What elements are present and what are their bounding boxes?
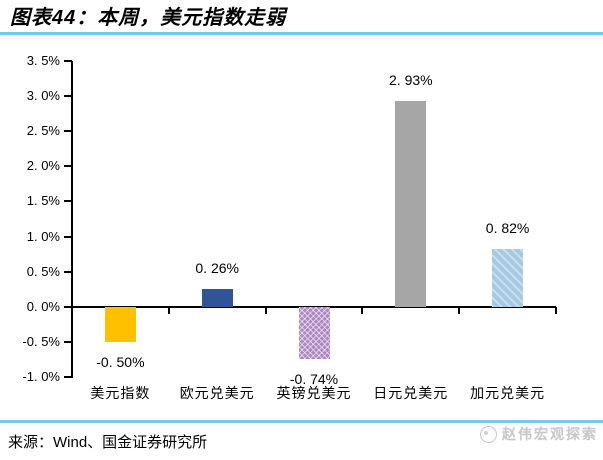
y-tick-mark	[64, 165, 72, 168]
y-tick-mark	[64, 376, 72, 378]
source-note: 来源：Wind、国金证券研究所	[8, 434, 208, 451]
chart-bar	[298, 306, 330, 359]
x-category-label: 美元指数	[90, 385, 151, 401]
y-axis-line	[71, 61, 73, 378]
x-tick-mark	[264, 306, 267, 314]
y-tick-mark	[64, 235, 72, 238]
x-tick-mark	[458, 306, 461, 314]
y-tick-label: 2. 0%	[26, 158, 60, 174]
bar-value-label: 0. 82%	[485, 220, 530, 237]
x-category-label: 英镑兑美元	[276, 385, 352, 401]
x-tick-mark	[555, 306, 557, 314]
y-tick-label: -0. 5%	[22, 333, 60, 349]
y-tick-mark	[64, 60, 72, 62]
chart-bar	[201, 288, 233, 307]
y-tick-mark	[64, 200, 72, 203]
x-category-label: 欧元兑美元	[179, 385, 255, 401]
bar-value-label: -0. 50%	[96, 353, 145, 370]
y-tick-mark	[64, 130, 72, 133]
y-tick-label: 2. 5%	[26, 123, 60, 139]
y-tick-label: 0. 0%	[26, 298, 60, 314]
bar-value-label: 0. 26%	[195, 259, 239, 276]
y-tick-label: 1. 0%	[26, 228, 60, 244]
y-tick-label: 3. 5%	[26, 53, 60, 68]
y-tick-mark	[64, 305, 72, 308]
y-tick-mark	[64, 95, 72, 98]
x-category-label: 日元兑美元	[373, 385, 449, 401]
chart-bar	[104, 306, 136, 342]
page-title: 图表44：本周，美元指数走弱	[10, 7, 287, 29]
y-tick-mark	[64, 340, 72, 343]
y-tick-label: 0. 5%	[26, 263, 60, 279]
watermark-logo-icon	[480, 425, 497, 443]
bar-value-label: 2. 93%	[389, 72, 433, 89]
footer-divider-line	[0, 420, 603, 423]
y-tick-label: 1. 5%	[26, 193, 60, 209]
watermark-text: 赵伟宏观探索	[502, 426, 598, 442]
bar-value-label: -0. 74%	[289, 370, 339, 387]
y-tick-label: -1. 0%	[22, 369, 60, 384]
watermark: 赵伟宏观探索	[480, 424, 598, 444]
y-tick-mark	[64, 270, 72, 273]
y-tick-label: 3. 0%	[26, 88, 60, 104]
x-category-label: 加元兑美元	[470, 385, 546, 401]
title-divider-line	[0, 32, 603, 35]
chart-bar	[395, 101, 427, 307]
x-tick-mark	[361, 306, 364, 314]
x-tick-mark	[167, 306, 170, 314]
chart-bar	[492, 249, 524, 307]
